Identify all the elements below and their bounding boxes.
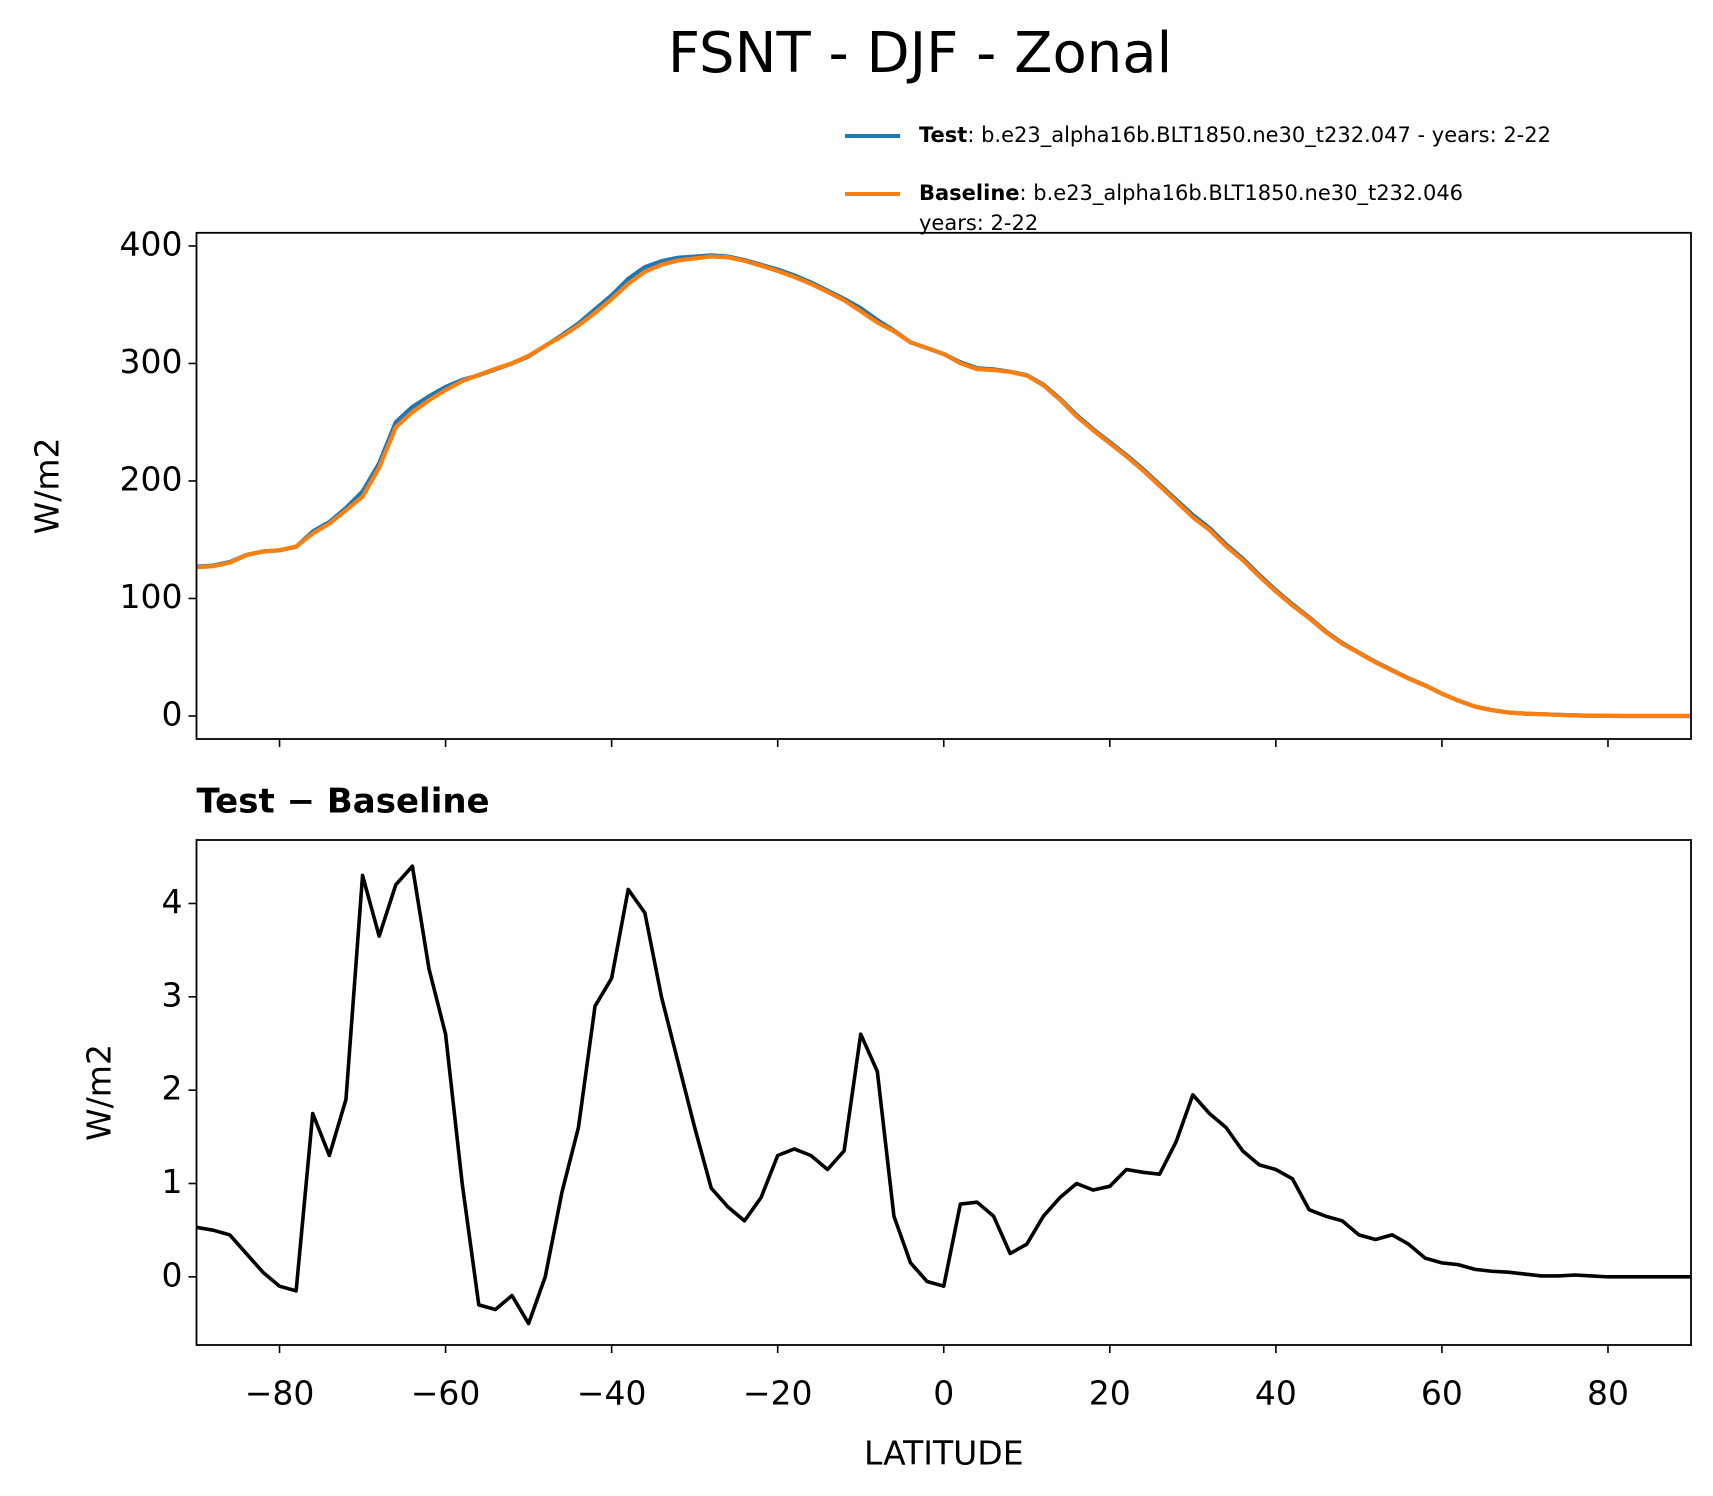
x-tick-label: 0 [933,1374,954,1413]
x-tick-label: −80 [245,1374,315,1413]
x-tick-label: 20 [1089,1374,1131,1413]
y-tick-label: 200 [120,459,183,498]
x-tick-label: 40 [1255,1374,1297,1413]
data-line [196,864,1691,1326]
x-tick-label: −60 [411,1374,481,1413]
chart-title: FSNT - DJF - Zonal [668,21,1172,86]
y-tick-label: 4 [162,882,183,921]
data-line [196,253,1691,719]
subplot-title: Test − Baseline [197,782,490,822]
y-tick-label: 1 [162,1162,183,1201]
legend-label: Baseline: b.e23_alpha16b.BLT1850.ne30_t2… [919,181,1463,206]
legend-label: Test: b.e23_alpha16b.BLT1850.ne30_t232.0… [919,123,1551,148]
legend-description: : b.e23_alpha16b.BLT1850.ne30_t232.046 [1020,181,1464,206]
x-tick-label: −40 [577,1374,647,1413]
legend-name: Test [919,123,967,147]
plot-frame [195,231,1692,740]
x-tick-label: 60 [1421,1374,1463,1413]
y-tick-label: 3 [162,975,183,1014]
x-tick-label: −20 [743,1374,813,1413]
legend-description: : b.e23_alpha16b.BLT1850.ne30_t232.047 -… [967,123,1551,148]
y-tick-label: 100 [120,577,183,616]
plot-frame [195,839,1692,1346]
legend-label: years: 2-22 [919,211,1038,235]
legend-description: years: 2-22 [919,211,1038,235]
y-tick-label: 0 [162,694,183,733]
y-tick-label: 2 [162,1069,183,1108]
y-axis-label: W/m2 [80,1044,119,1141]
legend-name: Baseline [919,181,1020,205]
y-tick-label: 0 [162,1255,183,1294]
y-axis-label: W/m2 [28,437,67,534]
y-tick-label: 400 [120,224,183,263]
x-axis-label: LATITUDE [864,1434,1024,1473]
x-tick-label: 80 [1587,1374,1629,1413]
y-tick-label: 300 [120,342,183,381]
data-line [196,254,1691,719]
